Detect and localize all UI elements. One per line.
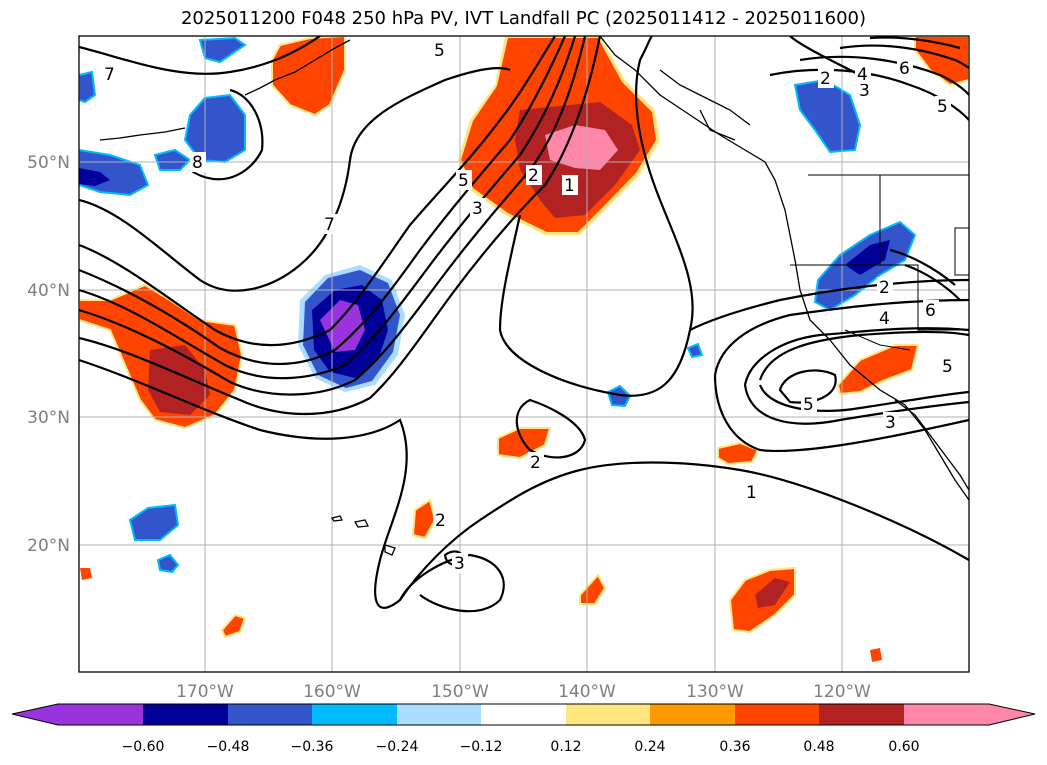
lon-label: 170°W xyxy=(176,682,234,702)
colorbar-cell xyxy=(819,704,904,725)
colorbar-tick-label: 0.12 xyxy=(550,739,581,755)
contour-label: 2 xyxy=(530,453,541,473)
lon-label: 140°W xyxy=(558,682,616,702)
colorbar-cell xyxy=(58,704,143,725)
contour-label: 8 xyxy=(192,153,203,173)
lat-label: 50°N xyxy=(27,153,70,173)
lat-label: 20°N xyxy=(27,536,70,556)
colorbar-cell xyxy=(143,704,228,725)
colorbar-high-extension xyxy=(989,704,1035,725)
contour-label: 2 xyxy=(435,511,446,531)
lon-label: 130°W xyxy=(686,682,744,702)
contour-label: 3 xyxy=(454,554,465,574)
lat-label: 30°N xyxy=(27,408,70,428)
lon-label: 150°W xyxy=(431,682,489,702)
colorbar-cell xyxy=(735,704,819,725)
colorbar-tick-label: −0.48 xyxy=(207,739,250,755)
map-title: 2025011200 F048 250 hPa PV, IVT Landfall… xyxy=(180,8,867,29)
colorbar-cell xyxy=(228,704,312,725)
contour-label: 5 xyxy=(434,41,445,61)
contour-label: 6 xyxy=(925,301,936,321)
lon-label: 120°W xyxy=(813,682,871,702)
contour-label: 2 xyxy=(879,278,890,298)
colorbar-tick-label: 0.48 xyxy=(803,739,834,755)
contour-label: 2 xyxy=(528,166,539,186)
contour-label: 4 xyxy=(879,309,890,329)
colorbar-tick-label: 0.24 xyxy=(634,739,665,755)
colorbar-outline xyxy=(11,703,1036,726)
contour-label: 5 xyxy=(942,357,953,377)
contour-label: 5 xyxy=(803,395,814,415)
colorbar-cell xyxy=(566,704,650,725)
contour-label: 3 xyxy=(472,199,483,219)
colorbar-tick-label: −0.24 xyxy=(376,739,419,755)
colorbar-tick-label: 0.36 xyxy=(719,739,750,755)
lon-label: 160°W xyxy=(303,682,361,702)
contour-label: 6 xyxy=(899,59,910,79)
contour-label: 3 xyxy=(859,81,870,101)
colorbar-tick-label: 0.60 xyxy=(888,739,919,755)
colorbar-cell xyxy=(312,704,397,725)
contour-label-group: 7 8 7 5 3 2 1 5 2 2 3 3 1 5 xyxy=(102,40,956,574)
contour-label: 1 xyxy=(746,483,757,503)
contour-label: 7 xyxy=(324,215,335,235)
coastlines xyxy=(99,36,969,556)
contour-label: 7 xyxy=(104,65,115,85)
latitude-labels: 50°N 40°N 30°N 20°N xyxy=(27,153,70,556)
contour-label: 1 xyxy=(564,176,575,196)
colorbar-tick-label: −0.60 xyxy=(122,739,165,755)
lat-label: 40°N xyxy=(27,281,70,301)
contour-label: 5 xyxy=(937,97,948,117)
contour-label: 2 xyxy=(820,69,831,89)
colorbar-low-extension xyxy=(12,704,58,725)
colorbar-cell xyxy=(904,704,989,725)
map-frame-border xyxy=(78,35,970,673)
colorbar-cell xyxy=(397,704,481,725)
ivt-contours xyxy=(79,36,969,613)
contour-label: 3 xyxy=(885,413,896,433)
contour-label: 5 xyxy=(458,171,469,191)
colorbar-tick-label: −0.36 xyxy=(291,739,334,755)
pv-negative-anomalies xyxy=(79,36,917,574)
contour-label: 4 xyxy=(857,65,868,85)
colorbar-cell xyxy=(650,704,735,725)
colorbar-ticks: −0.60 −0.48 −0.36 −0.24 −0.12 0.12 0.24 … xyxy=(122,739,920,755)
colorbar: −0.60 −0.48 −0.36 −0.24 −0.12 0.12 0.24 … xyxy=(11,703,1036,755)
colorbar-tick-label: −0.12 xyxy=(460,739,503,755)
colorbar-cell xyxy=(481,704,566,725)
longitude-labels: 170°W 160°W 150°W 140°W 130°W 120°W xyxy=(176,682,871,702)
